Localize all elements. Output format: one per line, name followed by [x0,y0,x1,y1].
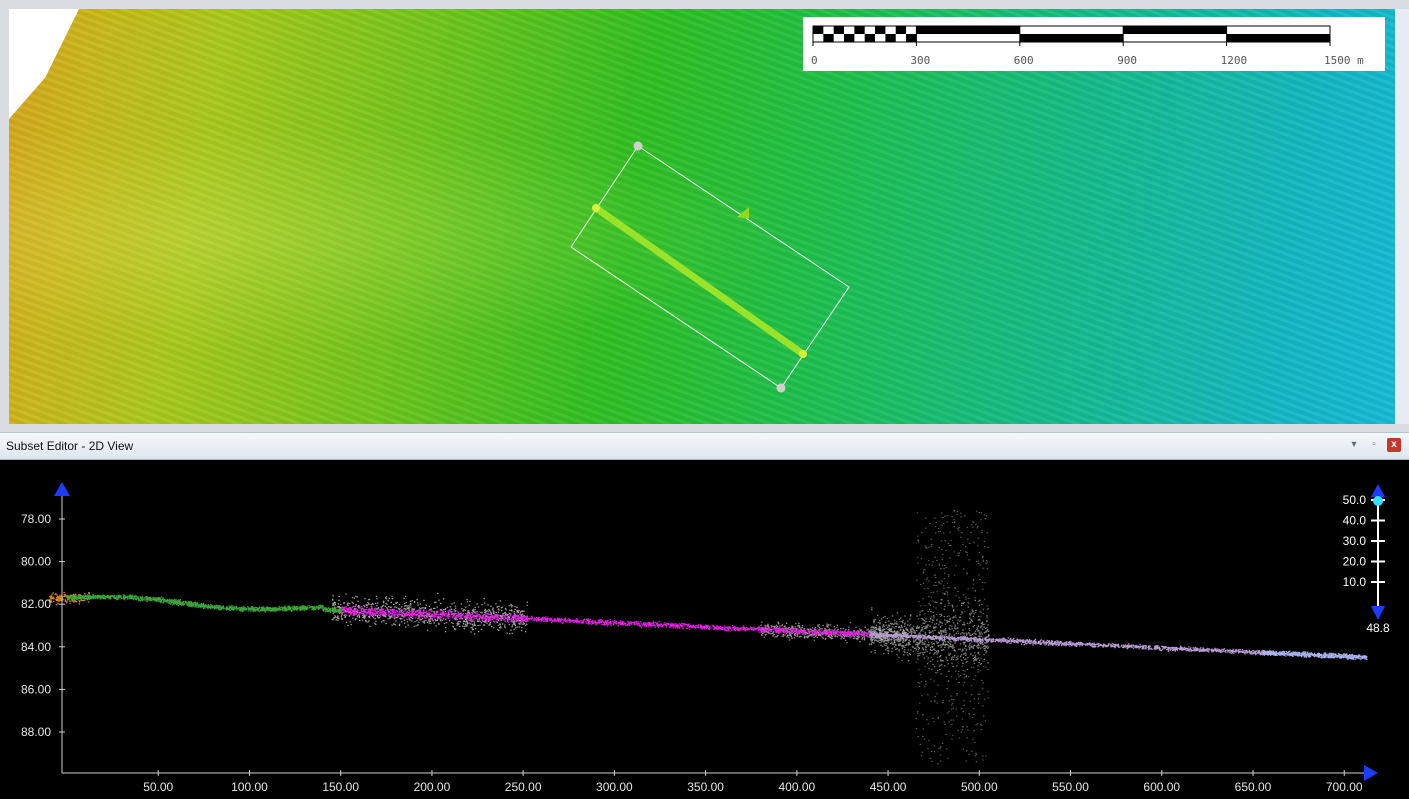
zoom-down-arrow-icon[interactable] [1371,606,1385,620]
soundings-lavender [1262,650,1368,660]
pin-icon[interactable]: ▾ [1351,439,1357,450]
selection-overlay[interactable] [9,9,1395,424]
x-tick-label: 400.00 [778,780,815,794]
zoom-tick-label: 50.0 [1343,493,1367,507]
corner-handle-bottom[interactable] [776,383,786,393]
zoom-tick-label: 30.0 [1343,534,1367,548]
y-axis-arrow-icon[interactable] [54,482,70,496]
x-tick-label: 500.00 [961,780,998,794]
corner-handle-top[interactable] [633,141,643,151]
scale-label: 0 [811,54,818,67]
zoom-slider-thumb[interactable] [1373,496,1383,506]
x-tick-label: 450.00 [870,780,907,794]
x-tick-label: 600.00 [1143,780,1180,794]
panel-title: Subset Editor - 2D View [6,439,134,453]
profile-canvas[interactable]: 78.00 80.00 82.00 84.00 86.00 88.00 50.00 100.0… [0,460,1409,799]
x-tick-label: 700.00 [1326,780,1363,794]
x-tick-label: 200.00 [414,780,451,794]
close-button[interactable]: x [1387,438,1401,452]
x-tick-label: 50.00 [143,780,173,794]
zoom-tick-label: 10.0 [1343,575,1367,589]
scale-label: 600 [1014,54,1034,67]
x-tick-label: 250.00 [505,780,542,794]
scale-label: 300 [910,54,930,67]
zoom-up-arrow-icon[interactable] [1371,484,1385,497]
x-tick-label: 350.00 [687,780,724,794]
subset-editor-titlebar[interactable]: Subset Editor - 2D View ▾ ▫ x [0,432,1409,460]
profile-endpoint-start[interactable] [592,204,600,212]
x-tick-label: 300.00 [596,780,633,794]
selection-rectangle[interactable] [570,145,850,389]
y-tick-label: 88.00 [21,725,51,739]
zoom-tick-label: 40.0 [1343,514,1367,528]
scale-bar: 0 300 600 900 1200 1500 m [803,17,1385,71]
float-icon[interactable]: ▫ [1372,439,1376,450]
y-tick-label: 82.00 [21,597,51,611]
profile-2d-view[interactable]: 78.00 80.00 82.00 84.00 86.00 88.00 50.00 100.0… [0,460,1409,799]
direction-arrow-icon[interactable] [737,207,749,219]
map-scroll-edge [1395,9,1409,424]
map-3d-view[interactable]: 0 300 600 900 1200 1500 m [0,0,1409,432]
soundings-violet [869,631,1273,656]
x-tick-label: 100.00 [231,780,268,794]
x-tick-label: 650.00 [1235,780,1272,794]
scale-label: 1500 m [1324,54,1364,67]
bathymetry-surface[interactable] [9,9,1395,424]
zoom-tick-label: 20.0 [1343,555,1367,569]
profile-line[interactable] [592,204,807,358]
soundings-green [67,593,342,614]
profile-endpoint-end[interactable] [799,350,807,358]
x-axis-arrow-icon[interactable] [1364,765,1378,781]
scale-label: 900 [1117,54,1137,67]
y-tick-label: 86.00 [21,682,51,696]
x-tick-label: 150.00 [322,780,359,794]
y-tick-label: 84.00 [21,640,51,654]
y-tick-label: 80.00 [21,555,51,569]
zoom-value: 48.8 [1366,621,1390,635]
scale-label: 1200 [1221,54,1248,67]
soundings-magenta [340,605,872,638]
y-tick-label: 78.00 [21,512,51,526]
x-tick-label: 550.00 [1052,780,1089,794]
